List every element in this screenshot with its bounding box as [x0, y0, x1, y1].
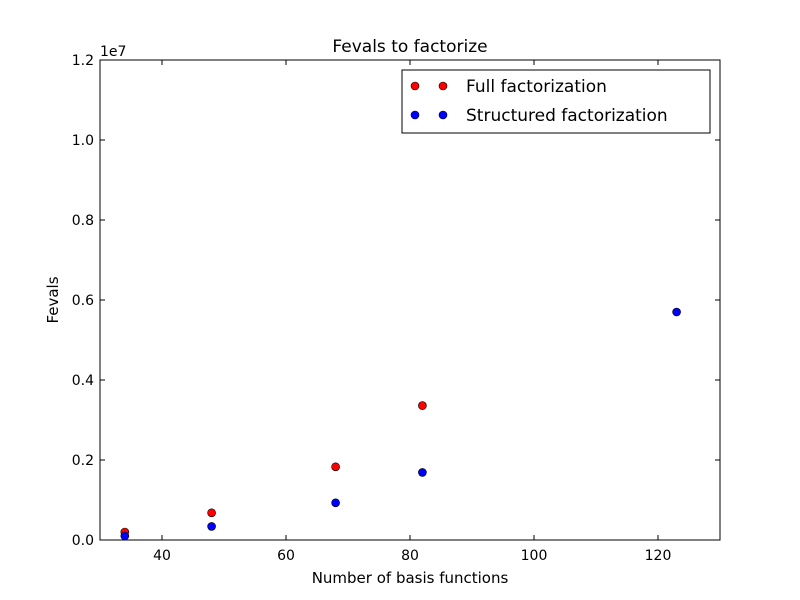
- full-factorization-point: [418, 401, 427, 410]
- x-tick-label: 100: [521, 548, 548, 564]
- y-tick-label: 0.6: [72, 293, 94, 309]
- legend-box: [401, 69, 711, 134]
- legend-marker-full-1: [410, 81, 420, 91]
- x-tick-label: 120: [645, 548, 672, 564]
- y-tick-label: 0.2: [72, 453, 94, 469]
- y-tick-label: 1.0: [72, 133, 94, 149]
- structured-factorization-point: [418, 468, 427, 477]
- y-axis-label: Fevals: [44, 276, 62, 323]
- y-tick-label: 0.4: [72, 373, 94, 389]
- legend-marker-full-2: [438, 81, 448, 91]
- legend-label-structured: Structured factorization: [466, 106, 668, 126]
- full-factorization-point: [331, 462, 340, 472]
- y-tick-label: 1.2: [72, 53, 94, 69]
- x-tick-label: 60: [277, 548, 295, 564]
- legend-marker-structured-2: [438, 110, 448, 120]
- y-offset-label: 1e7: [100, 44, 126, 60]
- structured-factorization-point: [120, 531, 130, 541]
- x-axis-label: Number of basis functions: [312, 569, 509, 587]
- legend-label-full: Full factorization: [466, 77, 607, 97]
- structured-factorization-point: [331, 498, 340, 508]
- x-tick-label: 40: [153, 548, 171, 564]
- x-tick-label: 80: [401, 548, 419, 564]
- points-layer: [120, 307, 681, 541]
- plot-frame: [99, 59, 721, 541]
- chart-title: Fevals to factorize: [332, 37, 487, 57]
- full-factorization-point: [207, 508, 216, 518]
- legend: Full factorization Structured factorizat…: [401, 69, 711, 134]
- structured-factorization-point: [672, 307, 681, 317]
- y-tick-label: 0.0: [72, 533, 94, 549]
- legend-marker-structured-1: [410, 110, 420, 120]
- y-tick-label: 0.8: [72, 213, 94, 229]
- structured-factorization-point: [207, 522, 216, 531]
